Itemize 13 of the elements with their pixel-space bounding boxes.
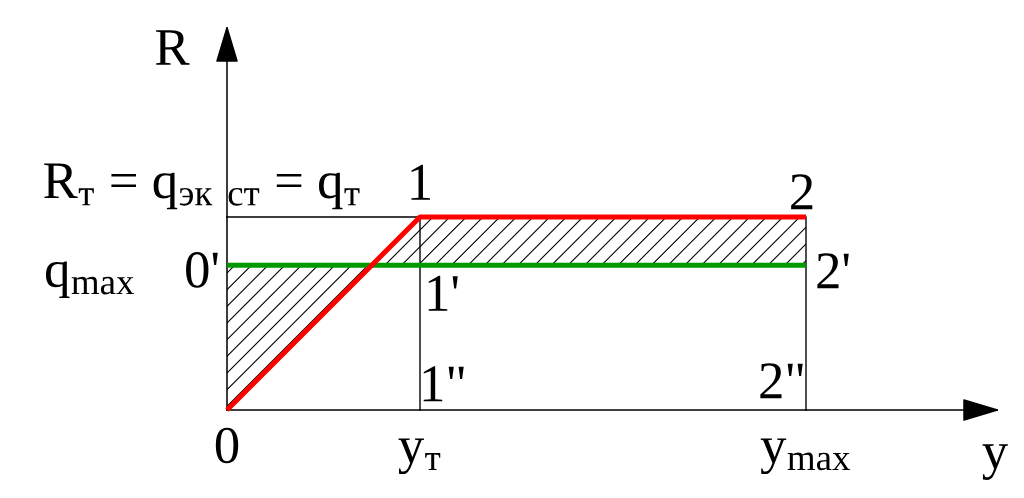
- text: 1: [411, 164, 431, 200]
- text: 2: [791, 174, 813, 210]
- text: 2': [817, 253, 849, 289]
- x-axis-title: y: [982, 444, 1008, 480]
- text: 0': [186, 252, 218, 288]
- annotation: 1": [423, 366, 464, 402]
- annotation: 2": [760, 363, 803, 399]
- x-tick-label: y$_{т}$: [398, 438, 441, 475]
- x-tick-label: 0: [215, 427, 239, 464]
- y-axis-title: R: [155, 30, 190, 65]
- x-tick-label: y$_{max}$: [760, 438, 851, 475]
- annotation: 1': [428, 275, 458, 311]
- text: q$_{max}$: [45, 261, 135, 299]
